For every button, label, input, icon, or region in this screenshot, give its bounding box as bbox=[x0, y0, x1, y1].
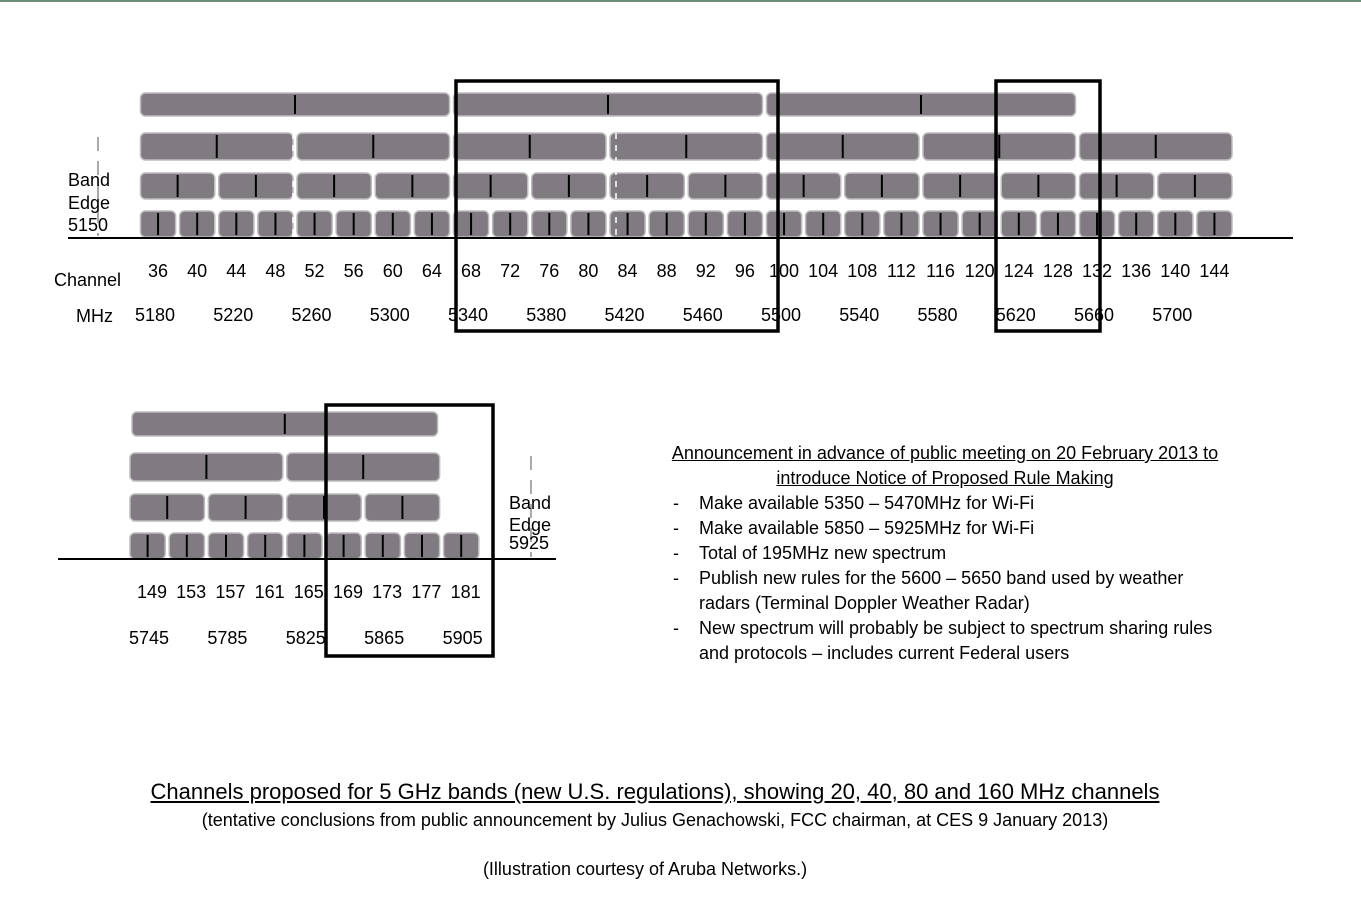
channel-number: 44 bbox=[226, 261, 247, 281]
frequency-label: 5865 bbox=[364, 628, 405, 648]
frequency-label: 5300 bbox=[369, 305, 410, 325]
channel-number: 140 bbox=[1160, 261, 1191, 281]
frequency-label: 5460 bbox=[682, 305, 723, 325]
channel-number: 100 bbox=[768, 261, 800, 281]
announcement-item: New spectrum will probably be subject to… bbox=[665, 616, 1225, 666]
channel-number: 60 bbox=[382, 261, 403, 281]
channel-number: 173 bbox=[372, 582, 403, 602]
channel-number: 108 bbox=[847, 261, 878, 281]
announcement-item: Publish new rules for the 5600 – 5650 ba… bbox=[665, 566, 1225, 616]
channel-number: 165 bbox=[293, 582, 324, 602]
channel-number: 88 bbox=[656, 261, 677, 281]
band-edge-freq-5150: 5150 bbox=[68, 215, 109, 235]
channel-number: 144 bbox=[1199, 261, 1230, 281]
channel-number: 132 bbox=[1081, 261, 1113, 281]
frequency-label: 5180 bbox=[134, 305, 176, 325]
channel-number: 84 bbox=[617, 261, 638, 281]
frequency-label: 5580 bbox=[917, 305, 958, 325]
channel-number: 72 bbox=[500, 261, 521, 281]
frequency-label: 5785 bbox=[207, 628, 248, 648]
edge-word: Edge bbox=[509, 515, 552, 535]
top-border bbox=[0, 0, 1361, 2]
announcement-item: Total of 195MHz new spectrum bbox=[665, 541, 1225, 566]
announcement-item: Make available 5850 – 5925MHz for Wi-Fi bbox=[665, 516, 1225, 541]
channel-number: 80 bbox=[578, 261, 599, 281]
channel-number: 76 bbox=[539, 261, 560, 281]
mhz-row-label: MHz bbox=[76, 306, 113, 326]
channel-number: 128 bbox=[1042, 261, 1073, 281]
channel-number: 116 bbox=[926, 261, 955, 281]
frequency-label: 5540 bbox=[839, 305, 880, 325]
illustration-credit: (Illustration courtesy of Aruba Networks… bbox=[482, 859, 808, 879]
frequency-label: 5700 bbox=[1152, 305, 1193, 325]
highlight-box-5350-5470 bbox=[454, 79, 780, 333]
announcement-title: Announcement in advance of public meetin… bbox=[671, 443, 1219, 488]
band-edge-label-lower: Band Edge 5925 bbox=[509, 492, 551, 554]
caption-subtitle: (tentative conclusions from public annou… bbox=[201, 810, 1109, 830]
announcement-item: Make available 5350 – 5470MHz for Wi-Fi bbox=[665, 491, 1225, 516]
channel-row-label: Channel bbox=[54, 270, 122, 290]
highlight-box-5850-5925 bbox=[324, 403, 495, 658]
channel-number: 124 bbox=[1003, 261, 1034, 281]
announcement-panel: Announcement in advance of public meetin… bbox=[665, 441, 1225, 666]
channel-number: 36 bbox=[147, 261, 169, 281]
band-edge-freq-5925: 5925 bbox=[509, 533, 550, 553]
channel-number: 92 bbox=[695, 261, 716, 281]
highlight-box-5600-5650 bbox=[994, 79, 1102, 333]
channel-number: 120 bbox=[964, 261, 995, 281]
channel-number: 177 bbox=[411, 582, 442, 602]
frequency-label: 5745 bbox=[128, 628, 170, 648]
frequency-label: 5905 bbox=[442, 628, 483, 648]
channel-number: 181 bbox=[450, 582, 481, 602]
channel-number: 169 bbox=[332, 582, 364, 602]
channel-number: 68 bbox=[460, 261, 482, 281]
frequency-label: 5620 bbox=[995, 305, 1036, 325]
channel-number: 157 bbox=[215, 582, 246, 602]
frequency-label: 5825 bbox=[285, 628, 326, 648]
channel-number: 64 bbox=[421, 261, 442, 281]
frequency-label: 5260 bbox=[291, 305, 332, 325]
frequency-label: 5220 bbox=[213, 305, 254, 325]
channel-number: 40 bbox=[187, 261, 208, 281]
channel-number: 149 bbox=[136, 582, 168, 602]
band-edge-word: Band bbox=[68, 170, 111, 190]
channel-number: 56 bbox=[343, 261, 364, 281]
caption-title-text: Channels proposed for 5 GHz bands (new U… bbox=[150, 779, 1160, 804]
channel-number: 112 bbox=[887, 261, 916, 281]
channel-number: 136 bbox=[1121, 261, 1152, 281]
announcement-list: Make available 5350 – 5470MHz for Wi-Fi … bbox=[665, 491, 1225, 666]
channel-number: 104 bbox=[808, 261, 839, 281]
band-edge-label-upper: Band Edge 5150 bbox=[68, 169, 110, 237]
channel-number: 96 bbox=[734, 261, 755, 281]
frequency-label: 5380 bbox=[526, 305, 567, 325]
channel-number: 48 bbox=[265, 261, 286, 281]
frequency-label: 5420 bbox=[604, 305, 645, 325]
frequency-label: 5500 bbox=[760, 305, 802, 325]
channel-number: 153 bbox=[176, 582, 207, 602]
band-edge-word: Band bbox=[509, 493, 552, 513]
frequency-label: 5660 bbox=[1073, 305, 1115, 325]
caption-title: Channels proposed for 5 GHz bands (new U… bbox=[0, 779, 1310, 805]
channel-number: 52 bbox=[304, 261, 325, 281]
frequency-label: 5340 bbox=[447, 305, 489, 325]
edge-word: Edge bbox=[68, 192, 111, 213]
channel-number: 161 bbox=[254, 582, 285, 602]
